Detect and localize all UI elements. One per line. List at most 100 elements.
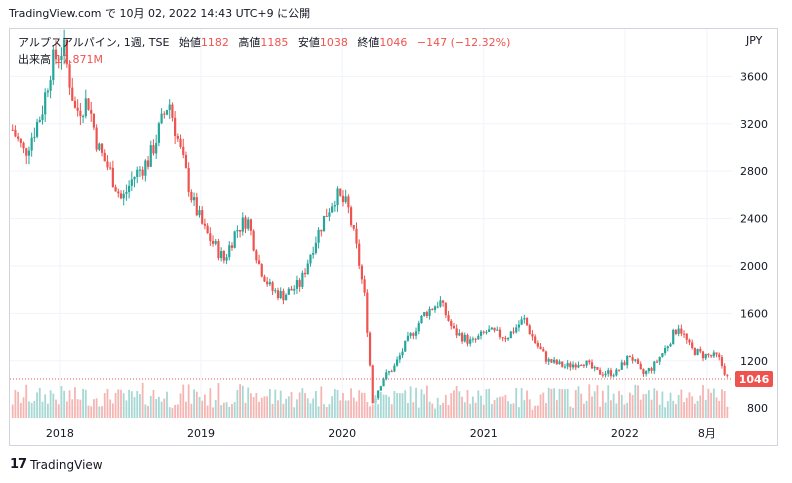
candle-body bbox=[14, 129, 17, 137]
close-value: 1046 bbox=[379, 36, 408, 49]
volume-bar bbox=[428, 401, 431, 418]
volume-bar bbox=[385, 394, 388, 418]
volume-bar bbox=[222, 402, 225, 418]
candle-body bbox=[220, 251, 223, 259]
candle-body bbox=[412, 333, 415, 336]
candle-body bbox=[674, 329, 678, 334]
candle-body bbox=[439, 300, 442, 307]
volume-bar bbox=[217, 383, 220, 418]
volume-bar bbox=[669, 392, 672, 418]
volume-bar bbox=[712, 388, 715, 418]
volume-bar bbox=[195, 391, 198, 418]
candle-body bbox=[414, 331, 418, 336]
y-tick-label: 2800 bbox=[740, 165, 768, 178]
volume-bar bbox=[320, 386, 323, 418]
volume-bar bbox=[604, 402, 607, 418]
volume-bar bbox=[458, 391, 461, 418]
candle-body bbox=[49, 80, 52, 91]
candle-body bbox=[287, 288, 290, 295]
volume-bar bbox=[512, 403, 515, 418]
volume-bar bbox=[95, 398, 98, 418]
volume-bar bbox=[57, 404, 60, 418]
candle-body bbox=[428, 308, 431, 316]
volume-bar bbox=[263, 396, 266, 418]
volume-bar bbox=[707, 388, 710, 418]
tradingview-mark-icon: 17 bbox=[10, 457, 27, 472]
volume-bar bbox=[244, 402, 247, 418]
volume-bar bbox=[247, 387, 250, 418]
candle-body bbox=[723, 365, 726, 375]
volume-bar bbox=[82, 388, 84, 418]
candle-body bbox=[81, 116, 85, 118]
volume-bar bbox=[545, 403, 547, 418]
candle-body bbox=[106, 161, 109, 168]
volume-bar bbox=[412, 402, 415, 418]
candle-body bbox=[542, 349, 545, 352]
candle-body bbox=[22, 142, 25, 149]
candle-body bbox=[309, 254, 312, 264]
candle-body bbox=[423, 312, 426, 316]
volume-bar bbox=[715, 397, 718, 418]
volume-bar bbox=[439, 404, 442, 418]
candle-body bbox=[38, 119, 41, 122]
volume-bar bbox=[580, 393, 583, 418]
volume-bar bbox=[214, 399, 217, 418]
candle-body bbox=[582, 365, 585, 367]
volume-bar bbox=[114, 393, 117, 418]
low-label: 安値 bbox=[297, 36, 320, 49]
volume-bar bbox=[656, 390, 658, 418]
candle-body bbox=[590, 362, 594, 369]
candle-body bbox=[336, 188, 339, 206]
volume-bar bbox=[618, 391, 620, 418]
candle-body bbox=[174, 117, 177, 137]
candle-body bbox=[279, 290, 282, 299]
tradingview-logo[interactable]: 17 TradingView bbox=[10, 457, 103, 472]
volume-bar bbox=[314, 390, 317, 418]
candle-body bbox=[501, 337, 504, 339]
volume-bar bbox=[179, 393, 182, 418]
candle-body bbox=[612, 375, 615, 377]
candle-body bbox=[607, 370, 610, 374]
volume-bar bbox=[176, 404, 179, 418]
candle-body bbox=[249, 219, 253, 231]
candle-body bbox=[682, 333, 686, 335]
candle-body bbox=[171, 104, 174, 118]
currency-label: JPY bbox=[746, 34, 763, 47]
candle-body bbox=[222, 251, 225, 261]
candle-body bbox=[455, 328, 458, 336]
candle-body bbox=[165, 110, 169, 115]
y-tick-label: 1600 bbox=[740, 307, 768, 320]
open-label: 始値 bbox=[178, 36, 201, 49]
volume-bar bbox=[650, 399, 653, 418]
volume-bar bbox=[453, 390, 455, 418]
volume-bar bbox=[409, 386, 412, 418]
candle-body bbox=[44, 92, 47, 115]
volume-bar bbox=[396, 392, 399, 418]
volume-bar bbox=[666, 401, 669, 418]
candle-body bbox=[214, 241, 217, 244]
candle-body bbox=[531, 333, 534, 337]
candle-body bbox=[599, 369, 602, 375]
volume-bar bbox=[691, 396, 694, 418]
volume-bar bbox=[231, 403, 233, 418]
volume-bar bbox=[653, 388, 656, 418]
volume-bar bbox=[509, 403, 512, 418]
candle-body bbox=[398, 355, 401, 360]
candle-body bbox=[54, 49, 58, 60]
volume-bar bbox=[610, 400, 612, 418]
candle-body bbox=[620, 362, 623, 370]
volume-bar bbox=[157, 396, 160, 418]
volume-bar bbox=[17, 391, 20, 418]
volume-bar bbox=[74, 387, 76, 418]
candle-body bbox=[588, 360, 591, 363]
candle-body bbox=[244, 217, 247, 229]
volume-bar bbox=[190, 403, 193, 418]
volume-bar bbox=[93, 399, 95, 418]
candle-body bbox=[266, 281, 269, 285]
candle-body bbox=[406, 335, 410, 341]
volume-bar bbox=[325, 407, 328, 418]
y-tick-label: 2400 bbox=[740, 213, 768, 226]
volume-bar bbox=[390, 404, 393, 418]
candle-body bbox=[647, 368, 650, 371]
